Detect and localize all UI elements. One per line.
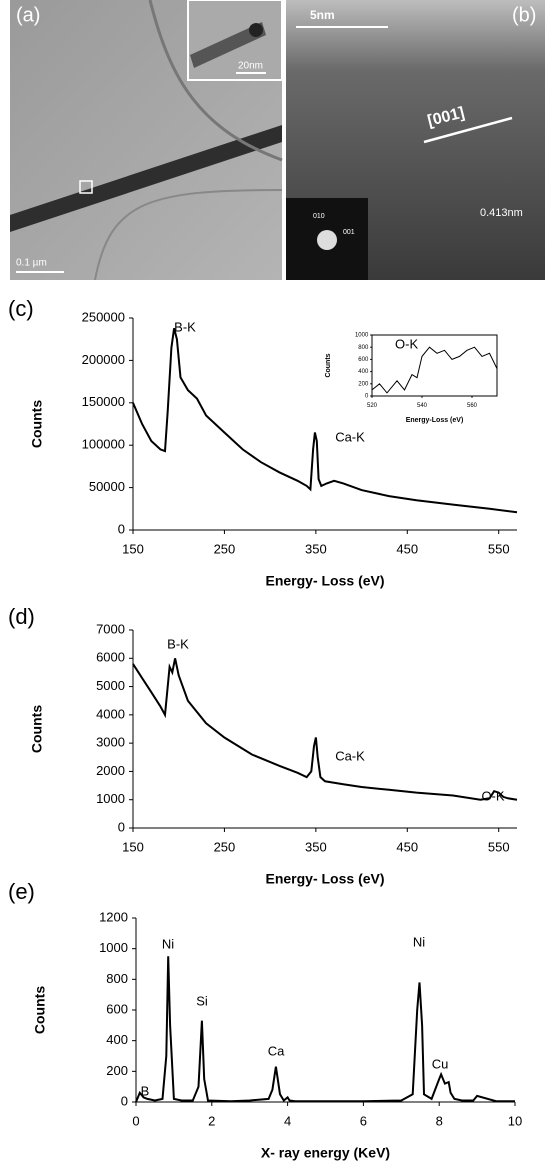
- peak-label: B-K: [167, 636, 189, 651]
- x-tick-label: 350: [305, 839, 327, 854]
- y-axis-title: Counts: [29, 705, 45, 753]
- y-tick-label: 800: [358, 345, 369, 351]
- y-tick-label: 150000: [82, 394, 125, 409]
- y-tick-label: 250000: [82, 309, 125, 324]
- x-tick-label: 450: [396, 839, 418, 854]
- x-tick-label: 250: [214, 541, 236, 556]
- x-tick-label: 550: [488, 839, 510, 854]
- y-tick-label: 1200: [99, 909, 128, 924]
- peak-label: O-K: [481, 788, 504, 803]
- image-b: (b) 5nm [001] 0.413nm 010 001: [286, 0, 545, 280]
- panel-label: (a): [16, 4, 40, 26]
- x-tick-label: 560: [467, 403, 478, 409]
- x-axis-title: Energy- Loss (eV): [265, 573, 384, 589]
- y-tick-label: 0: [118, 819, 125, 834]
- spot-label: 010: [313, 213, 325, 220]
- y-axis-title: Counts: [325, 353, 332, 377]
- peak-label: Ca-K: [335, 748, 365, 763]
- y-tick-label: 200000: [82, 352, 125, 367]
- x-tick-label: 350: [305, 541, 327, 556]
- peak-label: Si: [196, 993, 208, 1008]
- x-tick-label: 520: [367, 403, 378, 409]
- y-axis-title: Counts: [32, 986, 48, 1034]
- peak-label: B-K: [174, 319, 196, 334]
- y-tick-label: 0: [118, 521, 125, 536]
- y-tick-label: 7000: [96, 621, 125, 636]
- x-tick-label: 4: [284, 1113, 291, 1128]
- y-tick-label: 1000: [96, 791, 125, 806]
- peak-label: Ca: [268, 1043, 285, 1058]
- x-tick-label: 8: [436, 1113, 443, 1128]
- y-tick-label: 5000: [96, 678, 125, 693]
- y-tick-label: 2000: [96, 763, 125, 778]
- panel-label: (d): [8, 604, 35, 629]
- image-a: (a) 20nm 0.1 µm: [10, 0, 283, 281]
- y-tick-label: 600: [106, 1001, 128, 1016]
- y-tick-label: 800: [106, 971, 128, 986]
- y-tick-label: 1000: [355, 333, 369, 339]
- y-tick-label: 6000: [96, 650, 125, 665]
- x-axis-title: Energy-Loss (eV): [406, 417, 464, 424]
- scale-label: 20nm: [238, 61, 263, 72]
- y-tick-label: 3000: [96, 735, 125, 750]
- spectrum-line: [132, 658, 518, 801]
- y-tick-label: 100000: [82, 437, 125, 452]
- scale-label: 5nm: [310, 8, 335, 22]
- plot-frame: [371, 334, 498, 397]
- peak-label: Ni: [162, 936, 174, 951]
- x-tick-label: 550: [488, 541, 510, 556]
- inset-title: O-K: [395, 336, 418, 351]
- x-axis-title: X- ray energy (KeV): [261, 1145, 390, 1161]
- x-tick-label: 6: [360, 1113, 367, 1128]
- x-axis-title: Energy- Loss (eV): [265, 871, 384, 887]
- peak-label: Cu: [432, 1056, 449, 1071]
- x-tick-label: 250: [214, 839, 236, 854]
- y-axis-title: Counts: [29, 400, 45, 448]
- x-tick-label: 540: [417, 403, 428, 409]
- y-tick-label: 600: [358, 357, 369, 363]
- peak-label: Ni: [413, 934, 425, 949]
- y-tick-label: 200: [106, 1063, 128, 1078]
- spectrum-line: [132, 327, 518, 514]
- panel-label: (e): [8, 879, 35, 904]
- spectrum-line: [135, 956, 515, 1103]
- y-tick-label: 4000: [96, 706, 125, 721]
- panel-label: (c): [8, 296, 34, 321]
- y-tick-label: 400: [106, 1032, 128, 1047]
- spectrum-line: [371, 346, 498, 394]
- y-tick-label: 0: [365, 394, 369, 400]
- panel-label: (b): [512, 4, 536, 26]
- scale-label: 0.1 µm: [16, 258, 47, 269]
- y-tick-label: 1000: [99, 940, 128, 955]
- y-tick-label: 200: [358, 381, 369, 387]
- x-tick-label: 2: [208, 1113, 215, 1128]
- peak-label: B: [141, 1083, 150, 1098]
- x-tick-label: 10: [508, 1113, 522, 1128]
- y-tick-label: 50000: [89, 479, 125, 494]
- x-tick-label: 150: [122, 541, 144, 556]
- spot-label: 001: [343, 229, 355, 236]
- y-tick-label: 0: [121, 1093, 128, 1108]
- x-tick-label: 0: [132, 1113, 139, 1128]
- x-tick-label: 450: [396, 541, 418, 556]
- y-tick-label: 400: [358, 369, 369, 375]
- spacing-label: 0.413nm: [480, 207, 523, 219]
- peak-label: Ca-K: [335, 429, 365, 444]
- x-tick-label: 150: [122, 839, 144, 854]
